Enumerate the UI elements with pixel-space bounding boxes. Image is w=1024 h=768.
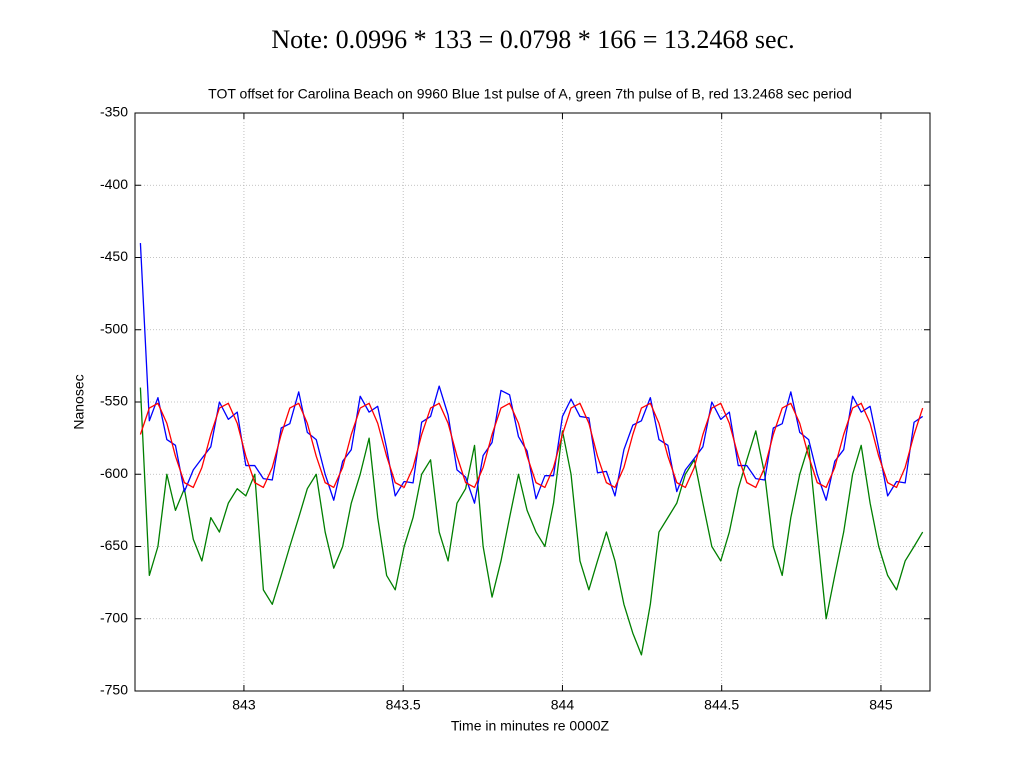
- x-tick-label: 845: [869, 697, 893, 713]
- x-tick-label: 844: [551, 697, 575, 713]
- y-tick-label: -350: [100, 104, 128, 120]
- y-tick-label: -700: [100, 609, 128, 625]
- y-tick-label: -450: [100, 248, 128, 264]
- y-axis-label: Nanosec: [71, 374, 87, 429]
- data-line: [139, 402, 924, 489]
- x-axis-label: Time in minutes re 0000Z: [451, 718, 610, 734]
- data-line: [139, 387, 924, 656]
- x-tick-label: 843.5: [386, 697, 421, 713]
- plot-frame: [134, 112, 931, 692]
- y-tick-label: -500: [100, 320, 128, 336]
- y-tick-label: -550: [100, 393, 128, 409]
- data-line: [139, 243, 924, 504]
- y-tick-label: -650: [100, 537, 128, 553]
- chart-title: TOT offset for Carolina Beach on 9960 Bl…: [208, 86, 852, 102]
- x-tick-label: 844.5: [704, 697, 739, 713]
- y-tick-label: -400: [100, 176, 128, 192]
- note: Note: 0.0996 * 133 = 0.0798 * 166 = 13.2…: [271, 25, 794, 54]
- y-tick-label: -750: [100, 682, 128, 698]
- x-tick-label: 843: [232, 697, 256, 713]
- y-tick-label: -600: [100, 465, 128, 481]
